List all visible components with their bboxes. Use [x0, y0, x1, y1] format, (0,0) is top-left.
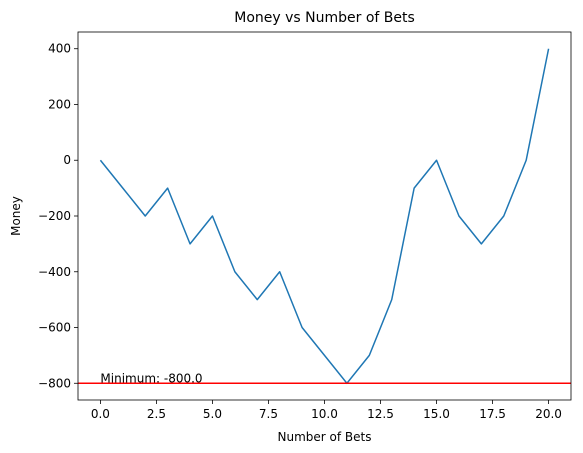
y-tick-label: −200 [38, 209, 71, 223]
y-tick-label: 400 [48, 42, 71, 56]
y-tick-label: −800 [38, 376, 71, 390]
y-tick-label: −600 [38, 321, 71, 335]
x-axis-label: Number of Bets [278, 430, 372, 444]
x-tick-label: 7.5 [259, 407, 278, 421]
x-tick-label: 12.5 [367, 407, 394, 421]
x-tick-label: 15.0 [423, 407, 450, 421]
x-tick-label: 17.5 [479, 407, 506, 421]
x-tick-label: 20.0 [535, 407, 562, 421]
y-tick-label: 0 [63, 153, 71, 167]
y-tick-label: 200 [48, 97, 71, 111]
x-tick-label: 10.0 [311, 407, 338, 421]
x-tick-label: 5.0 [203, 407, 222, 421]
x-axis: 0.0 2.5 5.0 7.5 10.0 12.5 15.0 17.5 20.0 [91, 400, 562, 421]
y-tick-label: −400 [38, 265, 71, 279]
x-tick-label: 2.5 [147, 407, 166, 421]
minimum-annotation: Minimum: -800.0 [100, 371, 202, 385]
plot-area: Minimum: -800.0 [78, 48, 571, 385]
series-line [99, 48, 550, 385]
y-axis-label: Money [9, 196, 23, 236]
y-axis: −800 −600 −400 −200 0 200 400 [38, 42, 78, 390]
chart-title: Money vs Number of Bets [234, 10, 415, 26]
x-tick-label: 0.0 [91, 407, 110, 421]
